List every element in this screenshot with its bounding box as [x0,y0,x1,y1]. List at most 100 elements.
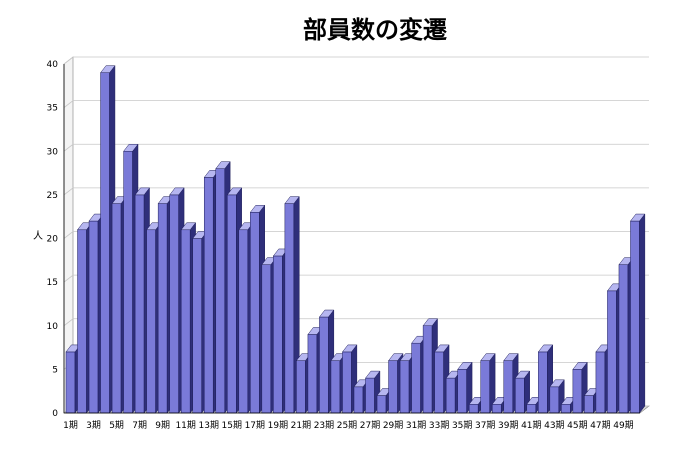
y-tick-label: 35 [47,104,58,114]
x-tick-label: 13期 [199,420,219,431]
bar-front [491,404,502,414]
bar-front [434,351,444,414]
bar-front [261,264,272,414]
bar-front [100,72,110,414]
bar-front [77,229,87,414]
bar-front [157,203,168,414]
bar-front [215,168,225,414]
bar-front [284,203,295,414]
bar-front [618,264,629,414]
x-tick-label: 37期 [475,420,495,431]
bar-top [180,222,197,231]
x-tick-label: 25期 [337,420,357,431]
bar-front [388,360,398,414]
bar [376,387,392,414]
x-tick-labels: 1期 3期 5期 7期 9期 11期 13期 15期 17期 19期 21期 23期 25期 27期 29期… [63,420,634,431]
bar-front [342,351,352,414]
bar-front [134,194,145,414]
bar-top [422,318,439,326]
bar-top [434,344,450,353]
bar-top [169,187,185,196]
bar-front [480,360,490,414]
x-tick-label: 39期 [498,420,518,431]
gridline [63,143,649,152]
bar [629,213,646,414]
bar-top [341,344,358,353]
bar-top [134,187,151,196]
bar-front [238,229,249,414]
bar-front [584,395,594,414]
bar-top [226,187,243,196]
bar-front [250,212,260,414]
bar-front [180,229,191,414]
gridline [63,318,649,327]
x-tick-label: 29期 [383,420,403,431]
y-axis-label: 人 [33,230,43,242]
bar-top [215,161,231,169]
bar-front [307,334,318,414]
x-tick-label: 15期 [222,420,242,431]
bar [514,370,531,414]
y-tick-label: 30 [47,147,59,157]
bar-top [284,196,300,204]
bar-front [630,220,640,414]
bar-top [572,362,588,370]
bar [457,361,473,414]
bar-front [365,377,375,414]
bar-top [388,353,404,361]
y-tick-label: 40 [47,60,59,70]
x-tick-label: 7期 [132,420,147,431]
bar-top [480,353,496,361]
x-tick-label: 47期 [590,420,610,431]
bar-top [629,213,646,222]
bar-front [538,351,548,414]
y-tick-label: 10 [47,322,59,332]
bar-front [146,229,156,414]
y-tick-label: 25 [47,191,58,201]
gridline [63,187,649,196]
gridline [63,231,649,239]
bar-top [365,370,381,379]
x-tick-label: 49期 [613,420,633,431]
x-tick-label: 41期 [521,420,541,431]
bars [65,64,646,414]
bar-front [169,194,179,414]
bar-front [468,404,479,414]
bar-front [330,360,341,414]
x-tick-label: 17期 [245,420,265,431]
bar [480,352,496,414]
bar-front [203,177,214,414]
x-tick-label: 19期 [268,420,288,431]
x-tick-label: 33期 [429,420,449,431]
x-tick-label: 21期 [291,420,311,431]
bar-top [537,344,554,353]
chart-title: 部員数の変遷 [303,16,447,44]
bar-front [572,369,583,414]
bar-front [411,342,421,414]
bar-top [318,309,335,318]
bar-front [319,316,329,414]
bar-front [111,203,122,414]
bar-top [549,379,565,388]
bar-front [515,377,525,414]
bar-front [445,377,456,414]
x-tick-label: 27期 [360,420,380,431]
bar-top [503,353,519,361]
x-tick-label: 3期 [86,420,101,431]
bar-side [639,213,646,414]
bar-top [123,144,139,152]
x-tick-label: 5期 [109,420,124,431]
bar-front [399,360,410,414]
bar-front [526,404,537,414]
bar-front [561,404,571,414]
x-tick-label: 11期 [175,420,195,431]
x-tick-label: 45期 [567,420,587,431]
x-tick-label: 23期 [314,420,334,431]
bar-front [549,386,560,414]
bar-top [100,65,116,73]
bar-top [514,370,531,379]
y-tick-label: 0 [52,409,58,419]
gridline [63,56,649,65]
y-tick-labels: 0 5 10 15 20 25 30 35 40 [47,60,59,419]
